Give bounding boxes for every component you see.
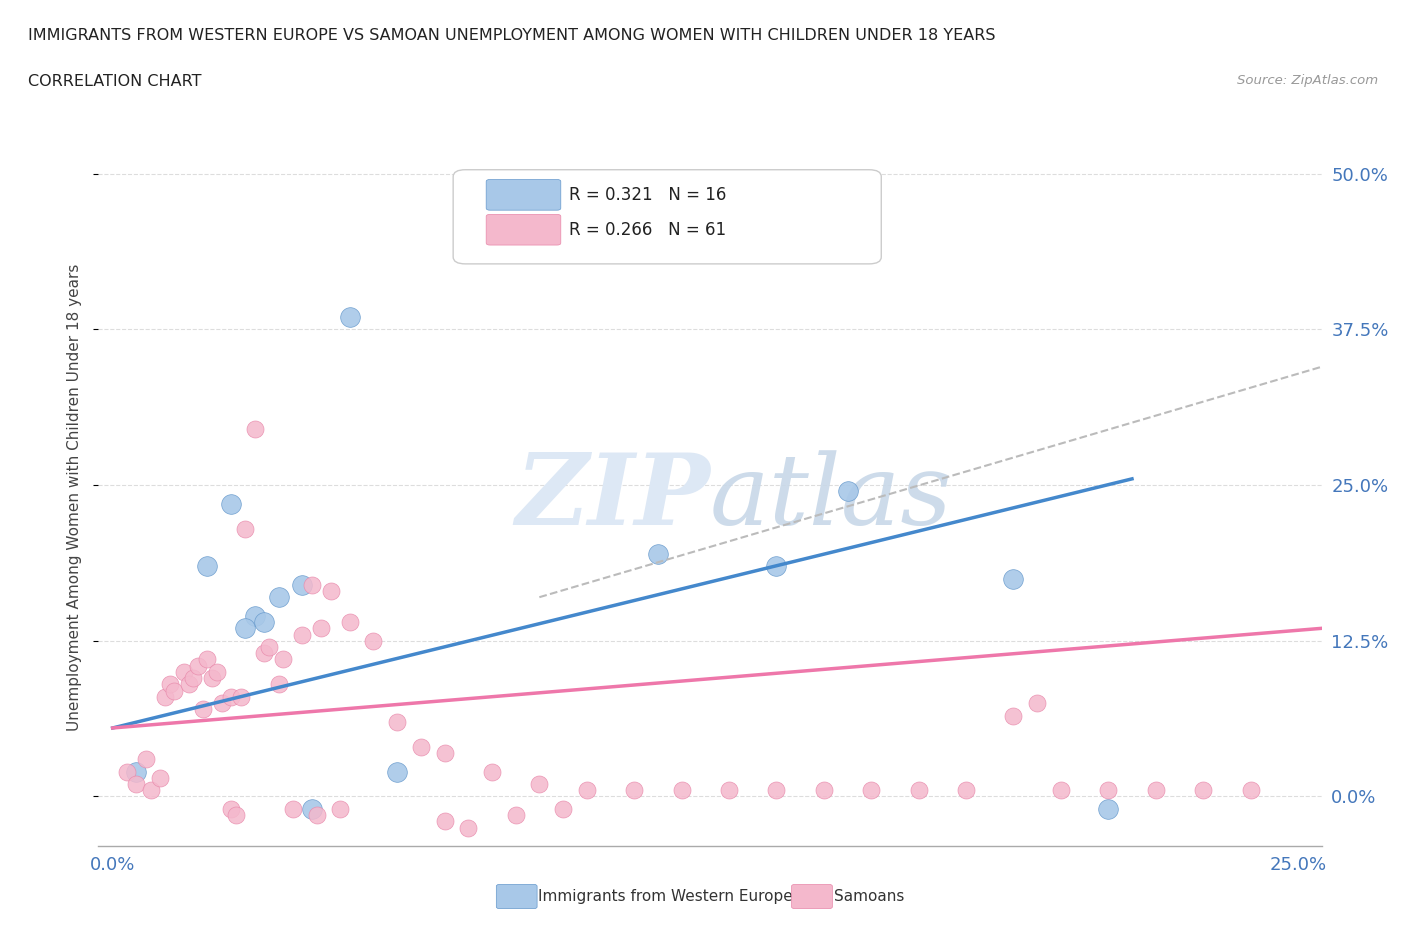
Point: [301, 802, 323, 817]
Point: [623, 783, 645, 798]
Text: Samoans: Samoans: [834, 889, 904, 904]
Point: [205, 665, 228, 680]
Point: [505, 808, 527, 823]
Point: [187, 658, 209, 673]
Point: [1002, 571, 1025, 586]
Point: [363, 633, 385, 648]
Point: [153, 689, 176, 704]
Text: R = 0.266   N = 61: R = 0.266 N = 61: [569, 220, 727, 239]
Point: [385, 714, 408, 729]
FancyBboxPatch shape: [486, 215, 561, 246]
Point: [1050, 783, 1073, 798]
Point: [135, 751, 157, 766]
Point: [291, 578, 314, 592]
Point: [273, 652, 295, 667]
Point: [243, 608, 266, 623]
Point: [201, 671, 224, 685]
Point: [211, 696, 233, 711]
Point: [907, 783, 929, 798]
Point: [1239, 783, 1261, 798]
Point: [319, 583, 342, 598]
Point: [163, 684, 186, 698]
Point: [219, 689, 242, 704]
Point: [291, 627, 314, 642]
Point: [457, 820, 479, 835]
Point: [339, 310, 361, 325]
Point: [575, 783, 598, 798]
FancyBboxPatch shape: [453, 170, 882, 264]
Text: CORRELATION CHART: CORRELATION CHART: [28, 74, 201, 89]
Point: [181, 671, 204, 685]
Point: [159, 677, 181, 692]
Point: [253, 615, 276, 630]
Text: ZIP: ZIP: [515, 449, 710, 546]
Point: [329, 802, 352, 817]
Text: Immigrants from Western Europe: Immigrants from Western Europe: [538, 889, 793, 904]
Point: [837, 484, 859, 498]
Point: [219, 497, 242, 512]
Point: [481, 764, 503, 779]
Point: [225, 808, 247, 823]
Point: [1026, 696, 1049, 711]
Point: [257, 640, 280, 655]
Point: [409, 739, 432, 754]
Text: Source: ZipAtlas.com: Source: ZipAtlas.com: [1237, 74, 1378, 87]
Point: [671, 783, 693, 798]
Point: [197, 652, 219, 667]
Text: atlas: atlas: [710, 450, 953, 545]
Point: [433, 746, 456, 761]
Point: [433, 814, 456, 829]
Point: [173, 665, 195, 680]
Point: [149, 770, 172, 785]
Point: [301, 578, 323, 592]
Point: [243, 421, 266, 436]
Text: R = 0.321   N = 16: R = 0.321 N = 16: [569, 186, 727, 204]
Point: [235, 621, 257, 636]
Point: [385, 764, 408, 779]
Point: [281, 802, 304, 817]
Point: [1192, 783, 1215, 798]
FancyBboxPatch shape: [486, 179, 561, 210]
Point: [229, 689, 252, 704]
Point: [813, 783, 835, 798]
Point: [253, 645, 276, 660]
Point: [267, 677, 290, 692]
Point: [1097, 802, 1119, 817]
Point: [647, 546, 669, 561]
Point: [1097, 783, 1119, 798]
Point: [1144, 783, 1167, 798]
Point: [267, 590, 290, 604]
Point: [955, 783, 977, 798]
Point: [529, 777, 551, 791]
Text: IMMIGRANTS FROM WESTERN EUROPE VS SAMOAN UNEMPLOYMENT AMONG WOMEN WITH CHILDREN : IMMIGRANTS FROM WESTERN EUROPE VS SAMOAN…: [28, 28, 995, 43]
Point: [197, 559, 219, 574]
Point: [305, 808, 328, 823]
Point: [191, 702, 214, 717]
Point: [125, 777, 148, 791]
Point: [125, 764, 148, 779]
Point: [765, 559, 787, 574]
Point: [139, 783, 162, 798]
Point: [115, 764, 138, 779]
Point: [1002, 708, 1025, 723]
Y-axis label: Unemployment Among Women with Children Under 18 years: Unemployment Among Women with Children U…: [67, 264, 83, 731]
Point: [309, 621, 332, 636]
Point: [717, 783, 740, 798]
Point: [219, 802, 242, 817]
Point: [177, 677, 200, 692]
Point: [235, 521, 257, 536]
Point: [339, 615, 361, 630]
Point: [765, 783, 787, 798]
Point: [551, 802, 574, 817]
Point: [860, 783, 883, 798]
